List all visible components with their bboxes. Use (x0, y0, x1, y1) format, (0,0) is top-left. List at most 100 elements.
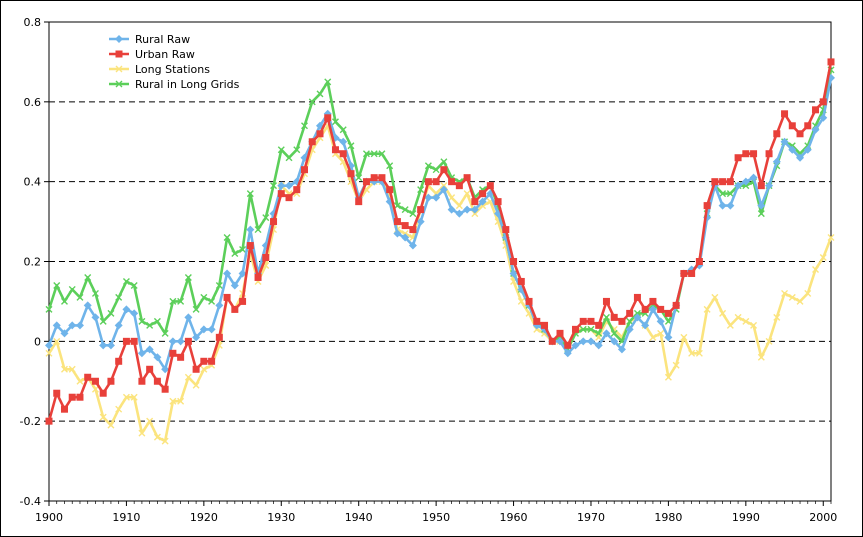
data-point (432, 166, 440, 174)
data-point (122, 337, 130, 345)
data-point (239, 246, 247, 254)
data-point (719, 178, 727, 186)
data-point (432, 193, 441, 202)
x-tick-label: 1980 (654, 511, 682, 524)
data-point (602, 313, 610, 321)
data-point (130, 309, 139, 318)
x-tick-label: 1910 (112, 511, 140, 524)
x-tick-label: 1900 (35, 511, 63, 524)
data-point (408, 241, 417, 250)
data-point (587, 317, 595, 325)
data-point (76, 377, 84, 385)
data-point (548, 337, 556, 345)
data-point (114, 321, 123, 330)
data-point (285, 154, 293, 162)
data-point (533, 317, 541, 325)
data-point (308, 138, 316, 146)
x-tick-label: 1920 (190, 511, 218, 524)
data-point (633, 293, 641, 301)
data-point (781, 289, 789, 297)
data-point (246, 225, 255, 234)
data-point (115, 357, 123, 365)
x-tick-label: 1990 (732, 511, 760, 524)
data-point (455, 182, 463, 190)
data-point (68, 321, 77, 330)
data-point (208, 357, 216, 365)
data-point (726, 321, 734, 329)
x-tick-label: 1940 (345, 511, 373, 524)
data-point (711, 293, 719, 301)
data-point (68, 285, 76, 293)
legend-swatch-marker (115, 80, 123, 88)
data-point (393, 229, 402, 238)
data-point (439, 185, 448, 194)
data-point (230, 281, 239, 290)
data-point (153, 317, 161, 325)
data-point (579, 317, 587, 325)
data-point (122, 277, 130, 285)
data-point (339, 126, 347, 134)
data-point (161, 437, 169, 445)
data-point (796, 297, 804, 305)
data-point (610, 313, 618, 321)
data-point (308, 98, 316, 106)
data-point (393, 218, 401, 226)
data-point (796, 153, 805, 162)
data-point (99, 317, 107, 325)
data-point (161, 329, 169, 337)
data-point (68, 393, 76, 401)
data-point (703, 305, 711, 313)
data-point (494, 198, 502, 206)
x-tick-label: 1950 (422, 511, 450, 524)
data-point (726, 190, 734, 198)
data-point (819, 254, 827, 262)
data-point (510, 258, 518, 265)
data-point (91, 385, 99, 393)
data-point (99, 341, 108, 350)
data-point (525, 297, 533, 305)
data-point (246, 190, 254, 198)
data-point (610, 337, 619, 346)
data-point (541, 321, 549, 329)
data-point (386, 162, 394, 170)
data-point (424, 162, 432, 170)
gridlines (49, 101, 831, 422)
data-point (571, 341, 580, 350)
data-point (84, 373, 92, 381)
data-point (339, 150, 347, 158)
data-point (579, 325, 587, 333)
data-point (772, 157, 781, 166)
x-tick-label: 2000 (809, 511, 837, 524)
data-point (656, 317, 665, 326)
data-point (52, 321, 61, 330)
data-point (315, 121, 324, 130)
data-point (765, 150, 773, 158)
data-point (238, 269, 247, 278)
data-point (107, 309, 115, 317)
data-point (509, 269, 518, 278)
y-tick-label: 0.8 (24, 16, 42, 29)
data-point (556, 329, 564, 337)
data-point (742, 150, 750, 158)
data-point (130, 281, 138, 289)
data-point (223, 234, 231, 242)
data-point (680, 269, 688, 277)
data-point (579, 337, 588, 346)
data-point (106, 341, 115, 350)
data-point (169, 297, 177, 305)
data-point (688, 269, 696, 277)
data-point (633, 313, 642, 322)
data-point (293, 186, 301, 194)
data-point (718, 201, 727, 210)
data-point (757, 210, 765, 218)
data-point (137, 349, 146, 358)
data-point (207, 325, 216, 334)
data-point (316, 130, 324, 138)
data-point (734, 313, 742, 321)
data-point (463, 174, 471, 182)
y-tick-labels: -0.4 -0.2 0 0.2 0.4 0.6 0.8 (20, 16, 41, 508)
data-point (60, 329, 69, 338)
data-point (432, 178, 440, 186)
data-point (370, 150, 378, 158)
